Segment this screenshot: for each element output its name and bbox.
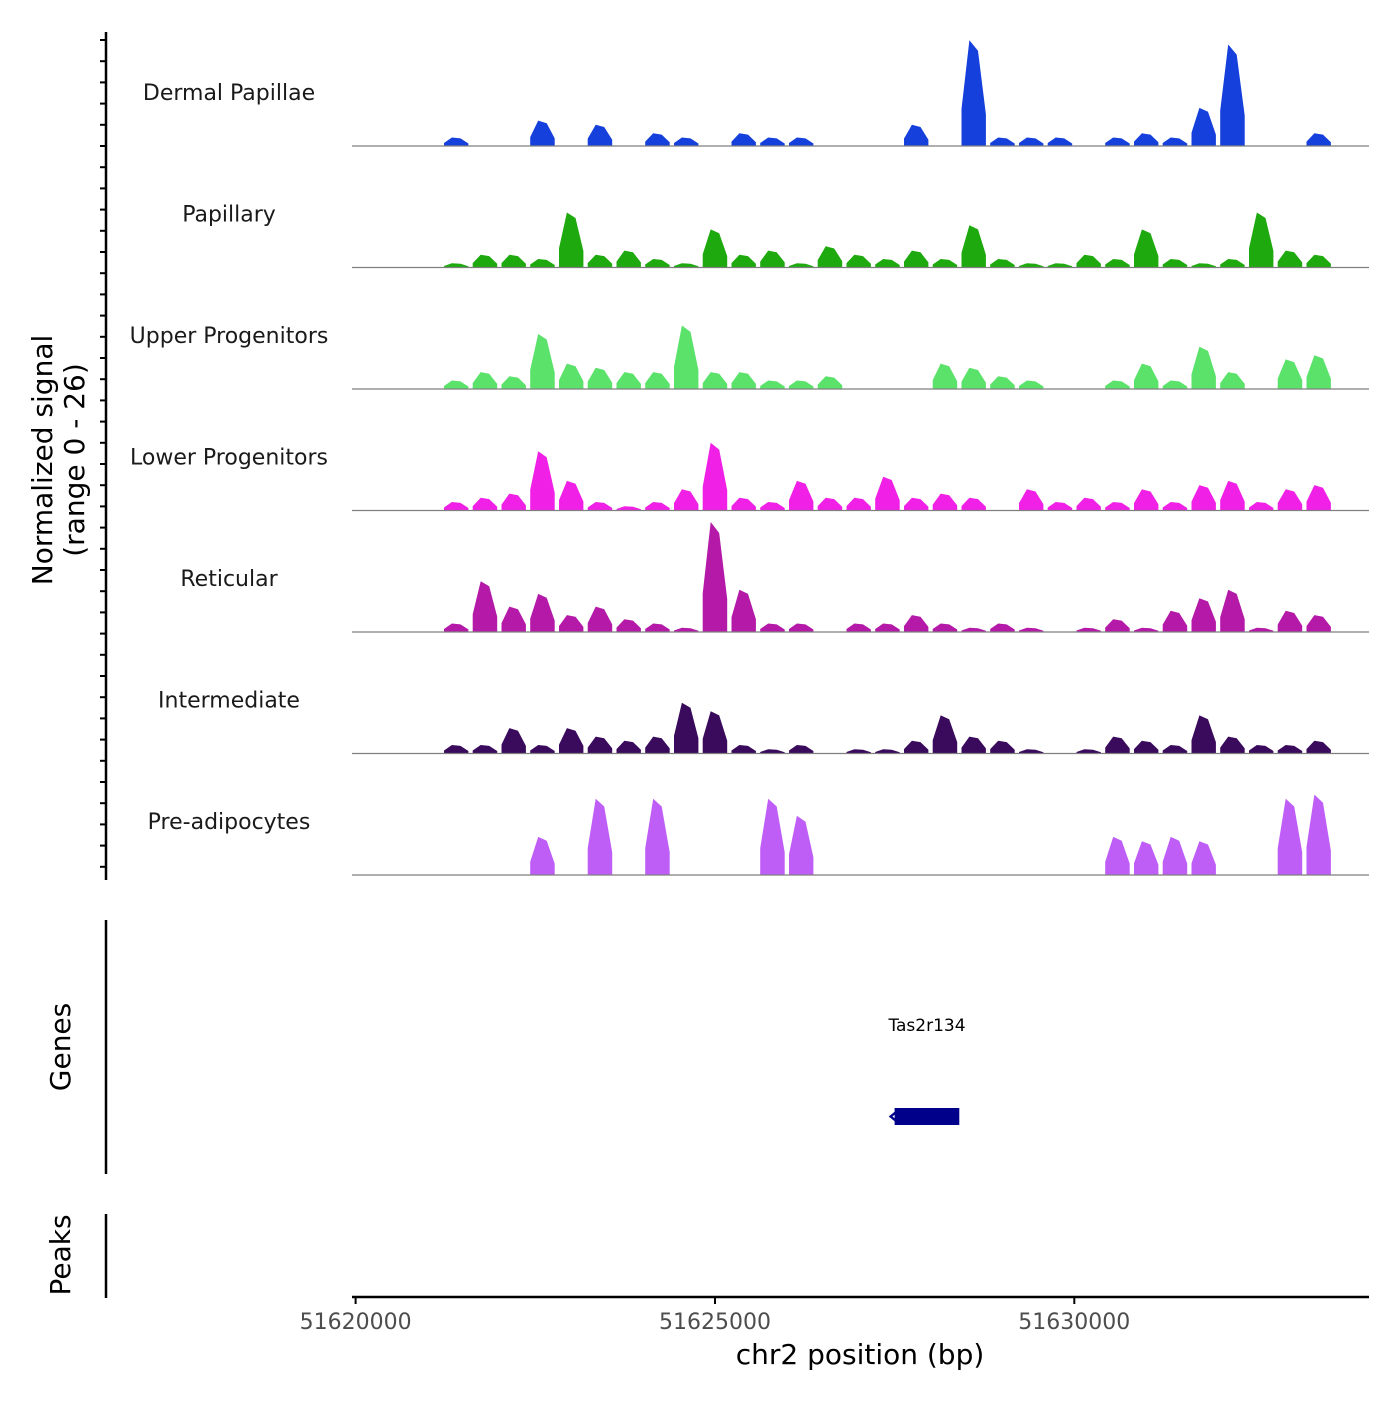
gene-annotations: Tas2r134 <box>887 1016 966 1125</box>
track-label: Reticular <box>180 567 278 592</box>
coverage-area <box>415 325 1331 389</box>
track-label: Upper Progenitors <box>130 324 329 349</box>
x-axis-ticks: 51620000 51625000 51630000 <box>300 1297 1130 1335</box>
peaks-panel-label: Peaks <box>44 1214 77 1295</box>
coverage-area <box>415 40 1331 147</box>
genes-panel-label: Genes <box>44 1003 77 1091</box>
track-pre-adipocytes: Pre-adipocytes <box>148 794 1369 876</box>
y-axis-range: (range 0 - 26) <box>58 363 91 557</box>
track-label: Pre-adipocytes <box>148 810 311 835</box>
y-axis-title: Normalized signal <box>26 335 59 586</box>
gene-body <box>894 1108 960 1125</box>
coverage-area <box>415 442 1331 511</box>
x-axis-title: chr2 position (bp) <box>736 1338 985 1371</box>
coverage-y-axis-ticks <box>100 39 106 868</box>
track-lower-progenitors: Lower Progenitors <box>130 442 1369 512</box>
x-tick-label: 51625000 <box>659 1310 771 1335</box>
track-papillary: Papillary <box>182 203 1369 269</box>
gene-label: Tas2r134 <box>887 1016 965 1036</box>
coverage-area <box>415 702 1331 754</box>
track-label: Intermediate <box>158 689 300 714</box>
genes-panel: Genes Tas2r134 <box>44 920 966 1174</box>
coverage-area <box>415 794 1331 875</box>
track-intermediate: Intermediate <box>158 689 1369 755</box>
x-tick-label: 51630000 <box>1018 1310 1130 1335</box>
coverage-tracks: Dermal Papillae Papillary Upper Progenitor… <box>130 40 1369 876</box>
track-reticular: Reticular <box>180 522 1369 633</box>
coverage-area <box>415 212 1331 268</box>
x-axis: 51620000 51625000 51630000 chr2 position (… <box>300 1295 1369 1371</box>
track-upper-progenitors: Upper Progenitors <box>130 324 1369 390</box>
track-label: Lower Progenitors <box>130 446 328 471</box>
gene-tas2r134: Tas2r134 <box>887 1016 966 1125</box>
x-tick-label: 51620000 <box>300 1310 412 1335</box>
strand-arrow-icon <box>888 1109 900 1124</box>
track-label: Dermal Papillae <box>143 81 315 106</box>
peaks-panel: Peaks <box>44 1214 108 1298</box>
track-dermal-papillae: Dermal Papillae <box>143 40 1369 147</box>
y-axis-title-group: Normalized signal (range 0 - 26) <box>26 335 91 586</box>
track-label: Papillary <box>182 203 276 228</box>
coverage-area <box>415 522 1331 632</box>
